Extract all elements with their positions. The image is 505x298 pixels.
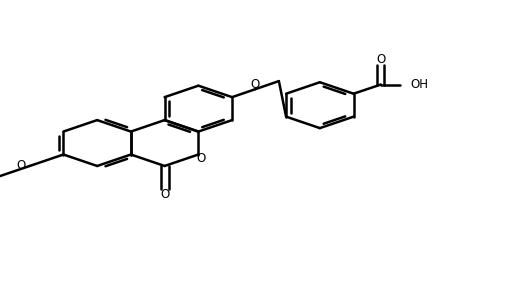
Text: O: O (250, 78, 260, 91)
Text: O: O (16, 159, 26, 173)
Text: OH: OH (410, 78, 428, 91)
Text: O: O (160, 188, 169, 201)
Text: O: O (196, 152, 205, 164)
Text: O: O (376, 53, 385, 66)
